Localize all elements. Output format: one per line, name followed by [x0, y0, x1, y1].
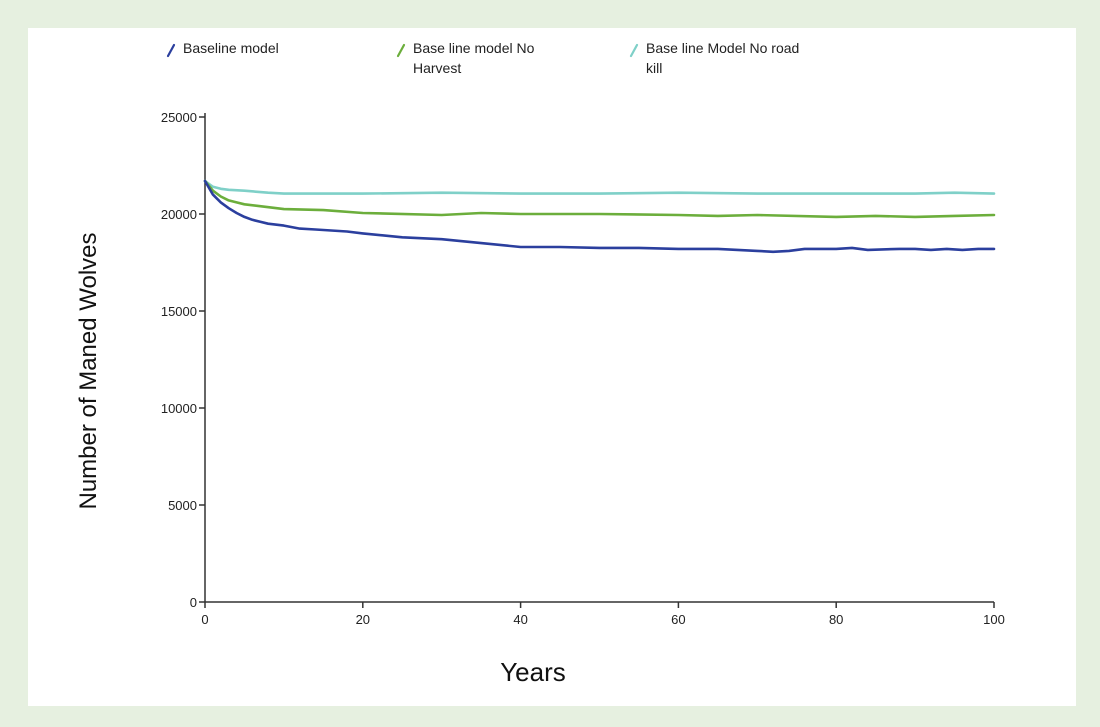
x-tick-label: 0: [201, 612, 208, 627]
plot-area: 0 5000 10000 15000 20000 25000 0 20 40 60 80 100: [161, 110, 1005, 627]
legend: Baseline model Base line model No Harvest B…: [166, 40, 799, 76]
legend-label-3: kill: [646, 60, 662, 76]
x-tick-label: 60: [671, 612, 685, 627]
x-tick-label: 20: [356, 612, 370, 627]
y-tick-label: 5000: [168, 498, 197, 513]
y-tick-label: 20000: [161, 207, 197, 222]
x-axis-title: Years: [500, 657, 566, 687]
x-tick-label: 100: [983, 612, 1005, 627]
series-line-1: [203, 179, 996, 254]
y-tick-label: 10000: [161, 401, 197, 416]
legend-label-3: Base line Model No road: [646, 40, 799, 56]
series-line-3: [203, 179, 996, 195]
y-tick-label: 0: [190, 595, 197, 610]
legend-swatch-1: [166, 43, 176, 58]
y-axis-title: Number of Maned Wolves: [75, 232, 102, 509]
legend-swatch-2: [396, 43, 406, 58]
legend-label-2: Harvest: [413, 60, 461, 76]
legend-label-2: Base line model No: [413, 40, 535, 56]
y-tick-label: 15000: [161, 304, 197, 319]
legend-label-1: Baseline model: [183, 40, 279, 56]
line-chart: Baseline model Base line model No Harvest B…: [75, 40, 1005, 687]
y-tick-label: 25000: [161, 110, 197, 125]
legend-swatch-3: [629, 43, 639, 58]
x-tick-label: 80: [829, 612, 843, 627]
x-tick-label: 40: [513, 612, 527, 627]
chart-frame: Baseline model Base line model No Harvest B…: [28, 28, 1076, 706]
series-line-2: [203, 179, 996, 219]
